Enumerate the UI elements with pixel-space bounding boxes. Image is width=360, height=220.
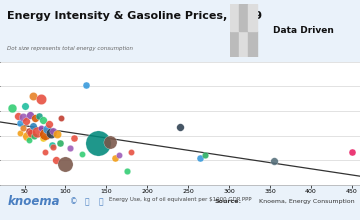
Point: [22, 104, 27, 108]
Point: [38, 97, 44, 100]
Point: [50, 129, 56, 132]
Point: [18, 131, 23, 135]
Text: ⓘ: ⓘ: [99, 197, 104, 206]
Point: [23, 119, 29, 123]
Text: ⓕ: ⓕ: [85, 197, 89, 206]
Point: [42, 150, 48, 153]
Point: [26, 129, 32, 132]
Point: [30, 124, 36, 127]
Point: [24, 134, 30, 137]
Point: [202, 154, 207, 157]
Point: [128, 150, 134, 153]
Point: [42, 132, 48, 136]
Point: [28, 131, 34, 135]
Point: [40, 136, 45, 140]
Point: [50, 145, 56, 148]
Point: [45, 128, 50, 131]
Point: [271, 160, 277, 163]
Point: [36, 114, 42, 117]
Point: [198, 156, 203, 160]
Text: ©: ©: [70, 197, 78, 206]
Bar: [239, 31, 248, 57]
Text: Data Driven: Data Driven: [273, 26, 334, 35]
Point: [46, 123, 52, 126]
Point: [53, 158, 59, 162]
Point: [48, 131, 54, 135]
Bar: [230, 31, 239, 57]
Point: [38, 126, 44, 130]
Text: Energy Intensity & Gasoline Prices, 2019: Energy Intensity & Gasoline Prices, 2019: [7, 11, 262, 21]
Bar: [248, 31, 257, 57]
Point: [95, 141, 101, 145]
Point: [67, 146, 72, 150]
Text: knoema: knoema: [7, 195, 60, 208]
Point: [57, 141, 63, 145]
Point: [83, 83, 89, 87]
Point: [31, 134, 37, 137]
Point: [32, 117, 38, 120]
Point: [49, 144, 54, 147]
Point: [34, 130, 40, 134]
Point: [71, 136, 77, 140]
Point: [177, 125, 183, 129]
Bar: [230, 4, 239, 31]
Point: [30, 94, 36, 98]
Point: [26, 139, 32, 142]
Point: [116, 154, 122, 157]
Text: Knoema, Energy Consumption: Knoema, Energy Consumption: [257, 199, 355, 204]
Text: Source:: Source:: [214, 199, 241, 204]
Point: [15, 114, 21, 117]
Point: [20, 126, 26, 130]
Point: [79, 152, 85, 156]
Point: [63, 162, 68, 166]
Point: [124, 169, 130, 173]
Point: [18, 121, 23, 125]
Point: [112, 156, 117, 160]
Bar: [239, 4, 248, 31]
Point: [9, 107, 15, 110]
Text: Dot size represents total energy consumption: Dot size represents total energy consump…: [7, 46, 133, 51]
Point: [108, 140, 113, 143]
Point: [349, 150, 355, 153]
Point: [40, 118, 46, 121]
X-axis label: Energy Use, kg of oil equivalent per $1000 GDP PPP: Energy Use, kg of oil equivalent per $10…: [109, 197, 251, 202]
Point: [58, 117, 64, 120]
Bar: [248, 4, 257, 31]
Point: [20, 115, 26, 119]
Point: [27, 113, 33, 116]
Point: [54, 132, 60, 136]
